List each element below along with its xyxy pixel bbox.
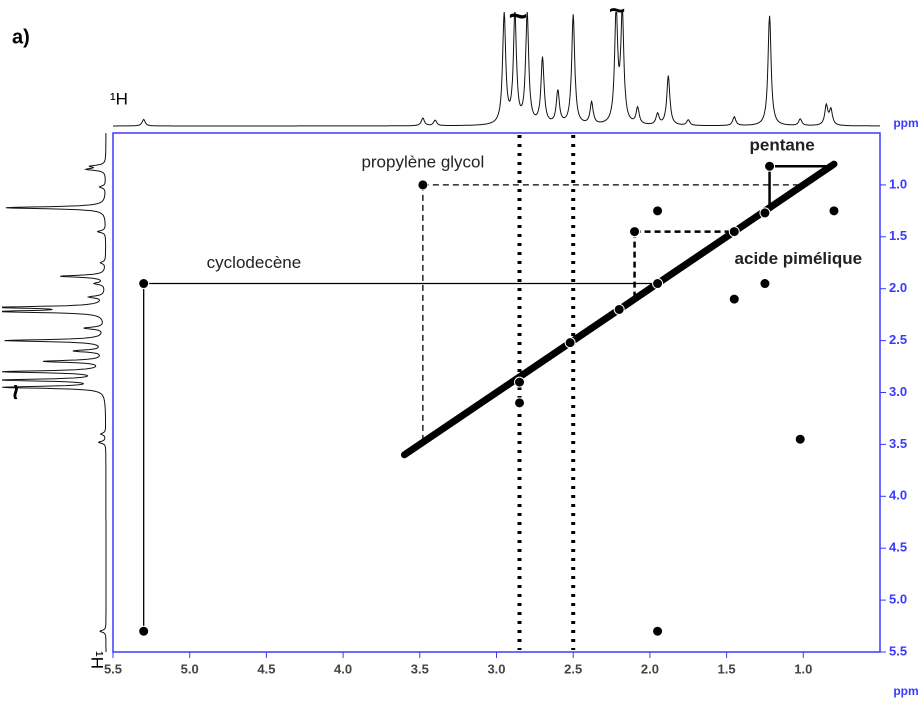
- cross-peak: [794, 433, 806, 445]
- x-axis-label: ppm: [893, 684, 918, 698]
- x-tick-label: 1.5: [718, 661, 736, 676]
- annotation: pentane: [750, 136, 815, 155]
- x-tick-label: 3.0: [487, 661, 505, 676]
- break-symbol: ~: [509, 0, 528, 33]
- nucleus-label: ¹H: [110, 89, 128, 108]
- cross-peak: [759, 207, 771, 219]
- y-tick-label: 4.0: [889, 488, 907, 503]
- x-tick-label: 2.5: [564, 661, 582, 676]
- cross-peak: [652, 205, 664, 217]
- y-tick-label: 3.5: [889, 436, 907, 451]
- cross-peak: [138, 278, 150, 290]
- y-tick-label: 1.5: [889, 228, 907, 243]
- y-tick-label: 1.0: [889, 176, 907, 191]
- y-tick-label: 2.0: [889, 280, 907, 295]
- cross-peak: [652, 625, 664, 637]
- break-symbol: ~: [1, 384, 32, 400]
- annotation: propylène glycol: [361, 152, 484, 171]
- x-tick-label: 3.5: [411, 661, 429, 676]
- annotation: cyclodecène: [207, 253, 302, 272]
- cross-peak: [728, 293, 740, 305]
- cross-peak: [564, 337, 576, 349]
- cross-peak: [629, 226, 641, 238]
- cross-peak: [138, 625, 150, 637]
- annotation: acide pimélique: [735, 249, 863, 268]
- cross-peak: [514, 376, 526, 388]
- cross-peak: [828, 205, 840, 217]
- break-symbol: ~: [609, 0, 625, 25]
- y-axis-label: ppm: [893, 116, 918, 130]
- x-tick-label: 1.0: [794, 661, 812, 676]
- projection-top: [113, 12, 880, 127]
- x-tick-label: 5.0: [181, 661, 199, 676]
- panel-label: a): [12, 26, 30, 48]
- y-tick-label: 4.5: [889, 540, 907, 555]
- x-tick-label: 4.0: [334, 661, 352, 676]
- cross-peak: [728, 226, 740, 238]
- cross-peak: [652, 278, 664, 290]
- x-tick-label: 4.5: [257, 661, 275, 676]
- cross-peak: [514, 397, 526, 409]
- cross-peak: [759, 278, 771, 290]
- cross-peak: [417, 179, 429, 191]
- x-tick-label: 5.5: [104, 661, 122, 676]
- cross-peak: [613, 303, 625, 315]
- y-tick-label: 3.0: [889, 384, 907, 399]
- y-tick-label: 5.0: [889, 592, 907, 607]
- y-tick-label: 2.5: [889, 332, 907, 347]
- projection-left: [2, 133, 107, 652]
- y-tick-label: 5.5: [889, 643, 907, 658]
- x-tick-label: 2.0: [641, 661, 659, 676]
- nucleus-label: ¹H: [88, 651, 107, 669]
- cross-peak: [764, 160, 776, 172]
